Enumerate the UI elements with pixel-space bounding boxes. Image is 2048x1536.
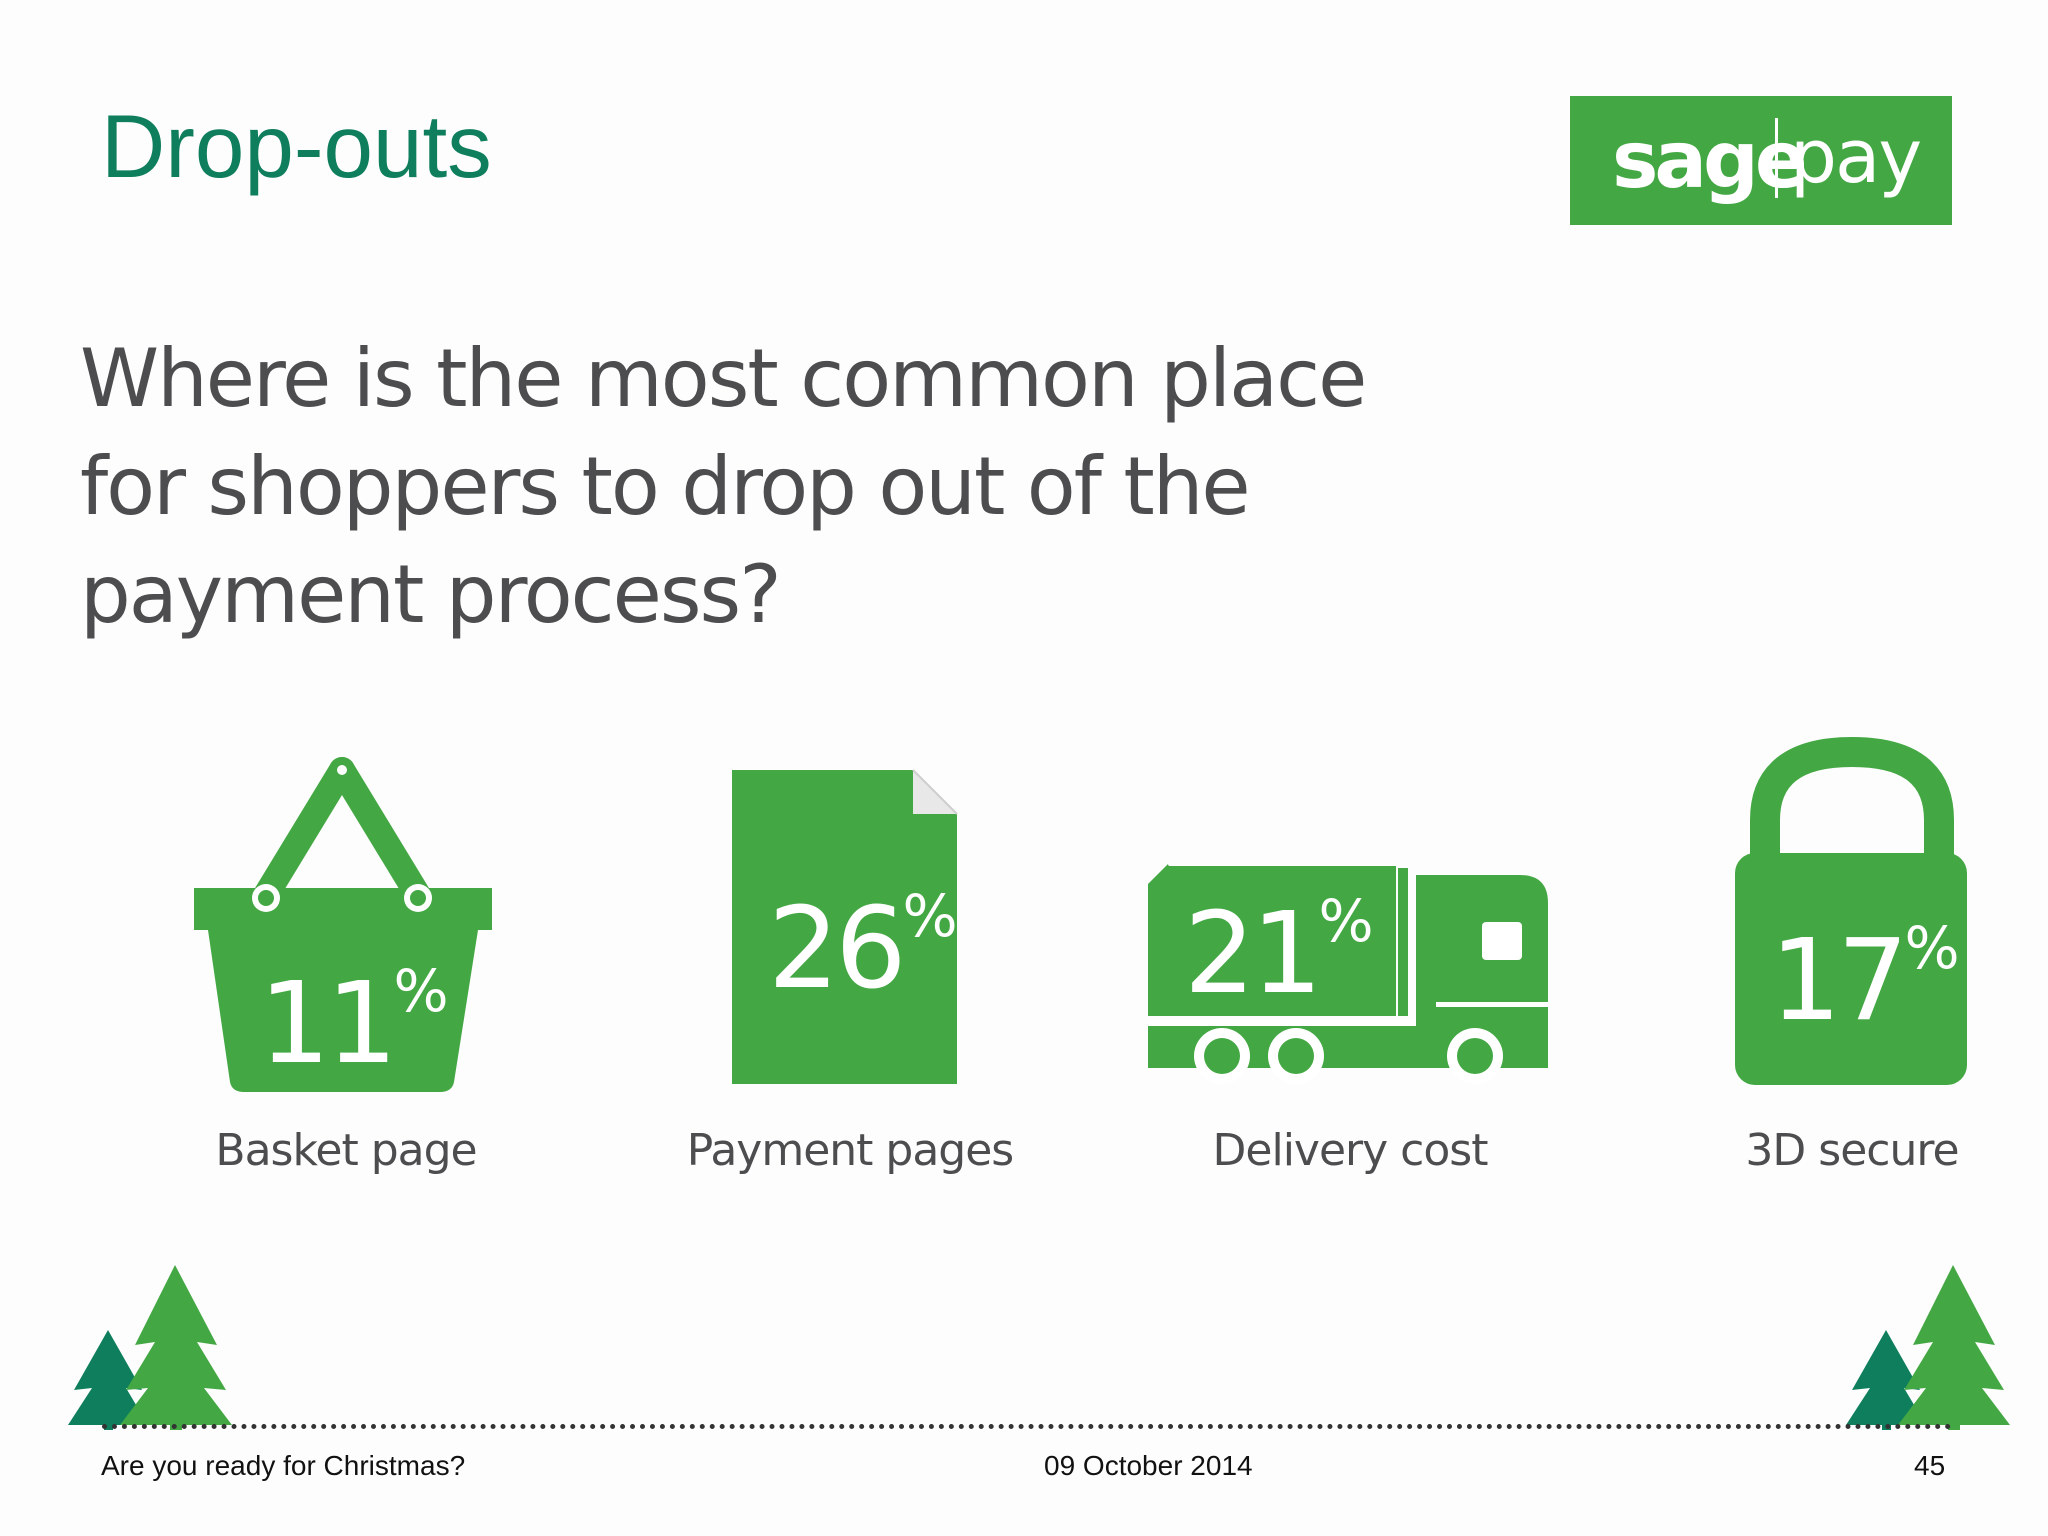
- stat-label: Basket page: [215, 1125, 477, 1176]
- stat-value: 21%: [1184, 887, 1374, 1019]
- stat-value: 17%: [1770, 914, 1960, 1046]
- question-text: Where is the most common place for shopp…: [80, 325, 1400, 649]
- slide-title: Drop-outs: [101, 96, 492, 196]
- question-line: for shoppers to drop out of the: [80, 440, 1251, 533]
- document-icon: [732, 769, 958, 1084]
- shopping-basket-icon: [194, 757, 492, 1092]
- stat-3d-secure: 17% 3D secure: [1642, 720, 2048, 1200]
- stat-label: Payment pages: [686, 1125, 1014, 1176]
- stat-basket-page: 11% Basket page: [136, 720, 556, 1200]
- christmas-trees-right-icon: [1846, 1265, 2010, 1430]
- logo-product-text: pay: [1790, 114, 1922, 200]
- stat-label: Delivery cost: [1212, 1125, 1489, 1176]
- footer-date: 09 October 2014: [1044, 1450, 1253, 1481]
- stat-delivery-cost: 21% Delivery cost: [1140, 720, 1560, 1200]
- footer-page-number: 45: [1914, 1450, 1946, 1481]
- question-line: payment process?: [80, 548, 782, 641]
- stat-value: 26%: [768, 882, 958, 1014]
- footer-presentation-title: Are you ready for Christmas?: [101, 1450, 466, 1481]
- stat-label: 3D secure: [1745, 1125, 1959, 1176]
- sage-pay-logo: sage pay: [1570, 96, 1952, 225]
- stat-payment-pages: 26% Payment pages: [640, 720, 1060, 1200]
- delivery-truck-icon: [1148, 864, 1548, 1084]
- logo-divider: [1775, 118, 1778, 198]
- footer-dotted-divider: [102, 1424, 1952, 1429]
- stat-value: 11%: [259, 957, 449, 1089]
- question-line: Where is the most common place: [80, 332, 1367, 425]
- christmas-trees-left-icon: [68, 1265, 232, 1430]
- padlock-icon: [1735, 736, 1967, 1085]
